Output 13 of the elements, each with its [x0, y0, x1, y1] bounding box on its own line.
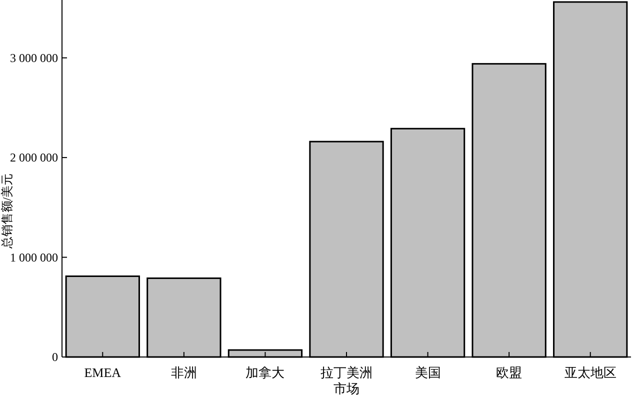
- x-tick-label: 美国: [414, 365, 441, 380]
- y-tick-label: 0: [52, 350, 58, 364]
- x-tick-label: 拉丁美洲: [320, 365, 372, 380]
- y-tick-label: 1 000 000: [10, 250, 58, 264]
- x-axis-title: 市场: [334, 381, 360, 396]
- x-tick-label: 欧盟: [496, 365, 522, 380]
- y-axis-title: 总销售额/美元: [0, 173, 14, 250]
- x-tick-label: 非洲: [170, 365, 197, 380]
- x-tick-label: 亚太地区: [564, 365, 616, 380]
- y-tick-label: 2 000 000: [10, 150, 58, 165]
- y-tick-label: 3 000 000: [10, 50, 58, 65]
- x-tick-label: 加拿大: [246, 365, 285, 380]
- x-tick-label: EMEA: [84, 365, 122, 380]
